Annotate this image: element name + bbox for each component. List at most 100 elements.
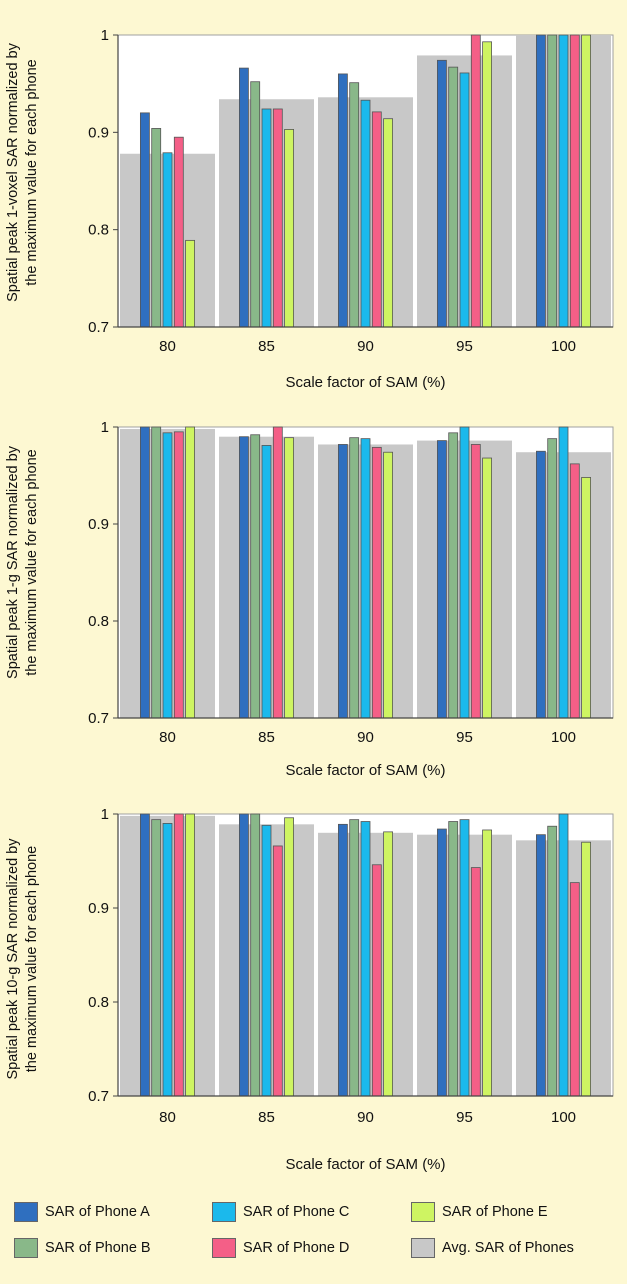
x-tick-label: 80: [159, 338, 176, 355]
bar-phone-b: [250, 813, 261, 1097]
bar-phone-d: [371, 446, 382, 719]
chart-panel-10g: Spatial peak 10-g SAR normalized by the m…: [0, 794, 627, 1184]
bar-phone-b: [349, 819, 360, 1097]
bar-phone-b: [448, 66, 459, 328]
bar-phone-c: [459, 426, 470, 719]
bar-phone-a: [337, 444, 348, 719]
legend-label: SAR of Phone C: [243, 1204, 350, 1220]
legend-item-avg: Avg. SAR of Phones: [411, 1237, 574, 1259]
bar-phone-c: [360, 438, 371, 719]
bar-phone-d: [470, 867, 481, 1097]
bar-phone-a: [238, 813, 249, 1097]
bar-phone-d: [371, 864, 382, 1097]
bar-phone-c: [261, 108, 272, 328]
bar-phone-e: [185, 813, 196, 1097]
legend-label: SAR of Phone A: [45, 1204, 150, 1220]
bar-phone-a: [536, 34, 546, 328]
x-tick-label: 85: [258, 338, 275, 355]
x-tick-label: 100: [551, 1109, 576, 1126]
bar-phone-e: [581, 841, 591, 1097]
bar-phone-a: [139, 112, 150, 328]
bar-phone-d: [272, 845, 283, 1097]
bar-phone-c: [459, 819, 470, 1097]
legend-item-phone-a: SAR of Phone A: [14, 1201, 150, 1223]
x-tick-label: 100: [551, 338, 576, 355]
bar-phone-a: [238, 436, 249, 719]
bar-phone-a: [436, 59, 447, 328]
bar-phone-a: [337, 73, 348, 328]
bar-phone-c: [360, 99, 371, 328]
legend-label: Avg. SAR of Phones: [442, 1240, 574, 1256]
bar-phone-c: [162, 152, 173, 328]
chart-panel-1voxel: Spatial peak 1-voxel SAR normalized by th…: [0, 0, 627, 410]
y-tick-label: 0.7: [88, 1088, 109, 1105]
bar-phone-d: [371, 111, 382, 328]
bar-phone-b: [547, 438, 558, 719]
legend-item-phone-b: SAR of Phone B: [14, 1237, 151, 1259]
legend-label: SAR of Phone B: [45, 1240, 151, 1256]
bar-phone-d: [173, 431, 184, 719]
x-axis-label: Scale factor of SAM (%): [285, 374, 446, 391]
bar-phone-b: [349, 437, 360, 719]
x-tick-label: 95: [456, 1109, 473, 1126]
x-tick-label: 85: [258, 729, 275, 746]
bar-phone-a: [436, 440, 447, 719]
bar-phone-b: [250, 434, 261, 719]
x-tick-label: 95: [456, 729, 473, 746]
bar-phone-d: [569, 463, 580, 719]
bar-phone-a: [436, 828, 447, 1097]
bar-phone-e: [383, 451, 394, 719]
y-tick-label: 0.7: [88, 319, 109, 336]
bar-phone-b: [151, 426, 162, 719]
y-tick-label: 0.8: [88, 613, 109, 630]
bar-phone-e: [185, 239, 196, 328]
bar-phone-e: [284, 437, 295, 719]
bar-phone-d: [569, 882, 580, 1097]
bar-phone-d: [173, 136, 184, 328]
bar-phone-e: [383, 118, 394, 328]
bar-phone-c: [459, 72, 470, 328]
bar-phone-b: [547, 34, 558, 328]
bar-phone-d: [569, 34, 580, 328]
bar-phone-c: [360, 821, 371, 1097]
bar-phone-c: [558, 426, 569, 719]
bar-phone-a: [536, 450, 546, 719]
x-tick-label: 90: [357, 1109, 374, 1126]
legend-swatch: [14, 1238, 38, 1258]
bar-phone-d: [272, 108, 283, 328]
bar-phone-b: [448, 432, 459, 719]
legend-swatch: [14, 1202, 38, 1222]
x-tick-label: 80: [159, 1109, 176, 1126]
x-tick-label: 90: [357, 729, 374, 746]
bar-phone-c: [261, 445, 272, 719]
y-tick-label: 1: [101, 27, 109, 44]
legend-item-phone-e: SAR of Phone E: [411, 1201, 548, 1223]
chart-svg: 0.7 0.8 0.9 1 80 85 90 95 100: [88, 419, 614, 746]
legend-label: SAR of Phone D: [243, 1240, 350, 1256]
x-tick-label: 95: [456, 338, 473, 355]
bar-phone-c: [261, 824, 272, 1097]
bar-phone-e: [581, 34, 591, 328]
bar-phone-c: [162, 822, 173, 1097]
bar-phone-d: [272, 426, 283, 719]
bar-phone-a: [536, 834, 546, 1097]
bar-phone-e: [581, 477, 591, 719]
bar-phone-c: [558, 34, 569, 328]
y-tick-label: 0.8: [88, 994, 109, 1011]
bar-phone-b: [547, 825, 558, 1097]
bar-phone-d: [470, 34, 481, 328]
bar-phone-b: [151, 128, 162, 328]
chart-panel-1g: Spatial peak 1-g SAR normalized by the ma…: [0, 400, 627, 800]
bar-phone-e: [482, 41, 493, 328]
bar-phone-d: [173, 813, 184, 1097]
bar-phone-e: [383, 831, 394, 1097]
bar-phone-e: [482, 457, 493, 719]
bar-phone-e: [482, 829, 493, 1097]
bar-phone-a: [238, 67, 249, 328]
bar-phone-a: [139, 813, 150, 1097]
legend-swatch: [212, 1202, 236, 1222]
x-tick-label: 90: [357, 338, 374, 355]
bar-phone-b: [151, 819, 162, 1097]
chart-svg: 0.7 0.8 0.9 1 80 85 90 95 100: [88, 27, 614, 355]
